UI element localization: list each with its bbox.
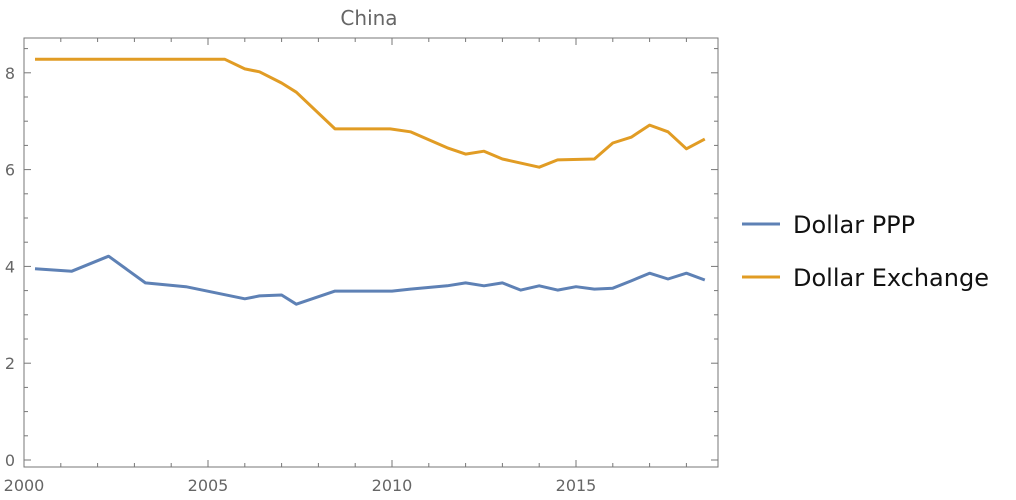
plot-frame: [23, 37, 719, 468]
series-line-dollar-ppp: [34, 254, 706, 306]
y-tick-label: 4: [5, 257, 15, 276]
x-tick-label: 2015: [556, 476, 597, 495]
chart-title: China: [340, 6, 397, 30]
y-tick-label: 8: [5, 64, 15, 83]
y-tick-label: 6: [5, 161, 15, 180]
axis-ticks: 2000 2005 2010 2015 0 2 4 6 8: [4, 38, 718, 495]
x-tick-label: 2005: [188, 476, 229, 495]
legend-label: Dollar PPP: [793, 211, 915, 239]
y-tick-label: 0: [5, 451, 15, 470]
series-line-dollar-exchange: [35, 57, 706, 169]
x-tick-label: 2010: [372, 476, 413, 495]
series-lines: [34, 57, 706, 306]
y-tick-label: 2: [5, 354, 15, 373]
legend: Dollar PPP Dollar Exchange: [742, 211, 989, 292]
x-tick-label: 2000: [4, 476, 45, 495]
legend-label: Dollar Exchange: [793, 264, 989, 292]
